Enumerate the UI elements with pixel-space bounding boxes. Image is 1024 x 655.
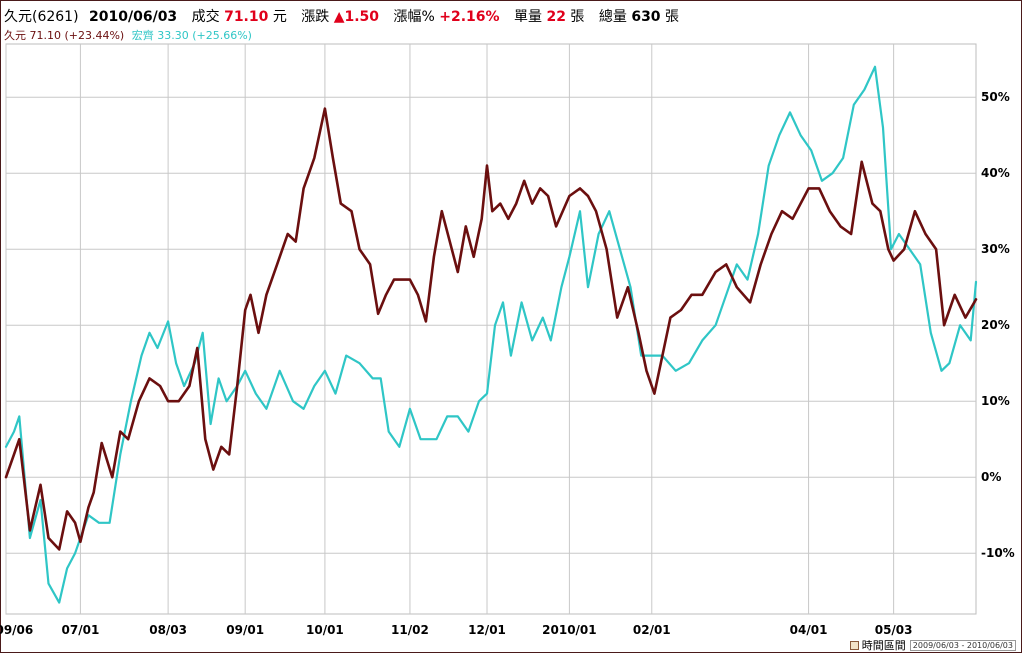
y-tick-label: 30% bbox=[981, 242, 1010, 256]
time-range-button[interactable]: 時間區間 bbox=[861, 639, 906, 652]
y-tick-label: 0% bbox=[981, 470, 1001, 484]
y-tick-label: 50% bbox=[981, 90, 1010, 104]
time-range-footer: 時間區間 2009/06/03 - 2010/06/03 bbox=[849, 638, 1016, 652]
x-tick-label: 07/01 bbox=[62, 623, 100, 637]
trade-value: 71.10 bbox=[224, 9, 269, 25]
chart-legend: 久元 71.10 (+23.44%) 宏齊 33.30 (+25.66%) bbox=[4, 27, 252, 43]
x-tick-label: 08/03 bbox=[149, 623, 187, 637]
legend-series-1: 久元 71.10 (+23.44%) bbox=[4, 29, 125, 42]
plot-area bbox=[5, 43, 977, 615]
y-tick-label: 10% bbox=[981, 394, 1010, 408]
series-line-2 bbox=[4, 65, 978, 604]
trade-unit: 元 bbox=[272, 9, 287, 25]
trade-label: 成交 bbox=[191, 9, 220, 25]
x-tick-label: 10/01 bbox=[306, 623, 344, 637]
change-label: 漲跌 bbox=[301, 9, 330, 25]
change-value: ▲1.50 bbox=[333, 9, 380, 25]
quote-date: 2010/06/03 bbox=[89, 9, 178, 25]
y-tick-label: 20% bbox=[981, 318, 1010, 332]
series-line-1 bbox=[4, 107, 978, 551]
total-volume-label: 總量 bbox=[598, 9, 627, 25]
pct-change-value: +2.16% bbox=[439, 9, 500, 25]
quote-header: 久元(6261) 2010/06/03 成交 71.10 元 漲跌 ▲1.50 … bbox=[4, 6, 679, 26]
pct-change-label: 漲幅% bbox=[393, 9, 435, 25]
total-volume-value: 630 bbox=[631, 9, 661, 25]
x-tick-label: 04/01 bbox=[790, 623, 828, 637]
x-tick-label: 12/01 bbox=[468, 623, 506, 637]
y-tick-label: -10% bbox=[981, 546, 1015, 560]
x-tick-label: 2009/06 bbox=[0, 623, 33, 637]
single-volume-unit: 張 bbox=[570, 9, 585, 25]
stock-name: 久元(6261) bbox=[4, 9, 79, 25]
total-volume-unit: 張 bbox=[665, 9, 680, 25]
y-tick-label: 40% bbox=[981, 166, 1010, 180]
time-range-text: 2009/06/03 - 2010/06/03 bbox=[909, 639, 1016, 651]
x-tick-label: 11/02 bbox=[391, 623, 429, 637]
single-volume-value: 22 bbox=[546, 9, 566, 25]
calendar-icon[interactable] bbox=[849, 640, 859, 650]
single-volume-label: 單量 bbox=[514, 9, 543, 25]
x-tick-label: 09/01 bbox=[226, 623, 264, 637]
x-tick-label: 05/03 bbox=[875, 623, 913, 637]
x-tick-label: 02/01 bbox=[633, 623, 671, 637]
legend-series-2: 宏齊 33.30 (+25.66%) bbox=[131, 29, 252, 42]
x-tick-label: 2010/01 bbox=[542, 623, 596, 637]
